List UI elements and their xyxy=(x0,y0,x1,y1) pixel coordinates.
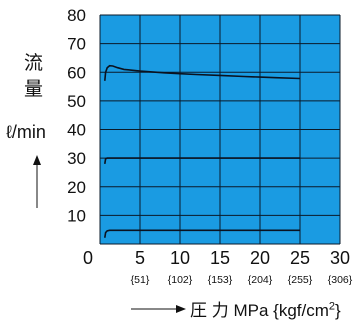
series-line-2 xyxy=(104,157,300,165)
data-series xyxy=(104,64,301,238)
x-tick-label-kgf: {51} xyxy=(131,274,150,286)
y-axis-label-line1: 流 xyxy=(24,53,44,74)
x-axis-label: 圧 力 MPa {kgf/cm2} xyxy=(190,296,341,321)
x-tick-label: 15 xyxy=(210,248,230,268)
x-axis-label-unit: MPa xyxy=(233,301,269,320)
y-tick-label: 80 xyxy=(67,6,86,25)
series-line-3 xyxy=(104,229,300,238)
x-axis-arrow-head xyxy=(176,305,186,313)
y-axis-unit-label: ℓ/min xyxy=(6,122,46,142)
x-tick-label-kgf: {255} xyxy=(288,274,313,286)
y-tick-label: 60 xyxy=(67,63,86,82)
x-tick-label: 10 xyxy=(170,248,190,268)
x-tick-label: 0 xyxy=(83,248,93,268)
y-axis-label-line2: 量 xyxy=(24,79,44,100)
x-tick-labels-kgf: {51} {102} {153} {204} {255} {306} xyxy=(131,274,353,286)
series-line-1 xyxy=(104,64,301,81)
y-tick-label: 70 xyxy=(67,35,86,54)
y-tick-label: 10 xyxy=(67,206,86,225)
y-tick-label: 50 xyxy=(67,92,86,111)
x-tick-label-kgf: {306} xyxy=(328,274,353,286)
x-axis-label-main: 圧 力 xyxy=(190,301,229,320)
y-tick-label: 30 xyxy=(67,149,86,168)
x-tick-label: 25 xyxy=(290,248,310,268)
y-tick-labels: 10 20 30 40 50 60 70 80 xyxy=(67,6,86,225)
x-axis-label-alt-unit: {kgf/cm2} xyxy=(273,300,341,320)
x-tick-label: 30 xyxy=(330,248,350,268)
y-tick-label: 40 xyxy=(67,121,86,140)
x-tick-label-kgf: {153} xyxy=(208,274,233,286)
x-tick-label-kgf: {204} xyxy=(248,274,273,286)
x-tick-label: 20 xyxy=(250,248,270,268)
y-tick-label: 20 xyxy=(67,178,86,197)
x-tick-labels: 0 5 10 15 20 25 30 xyxy=(83,248,350,268)
y-axis-arrow-head xyxy=(33,155,41,165)
x-tick-label: 5 xyxy=(135,248,145,268)
x-tick-label-kgf: {102} xyxy=(168,274,193,286)
